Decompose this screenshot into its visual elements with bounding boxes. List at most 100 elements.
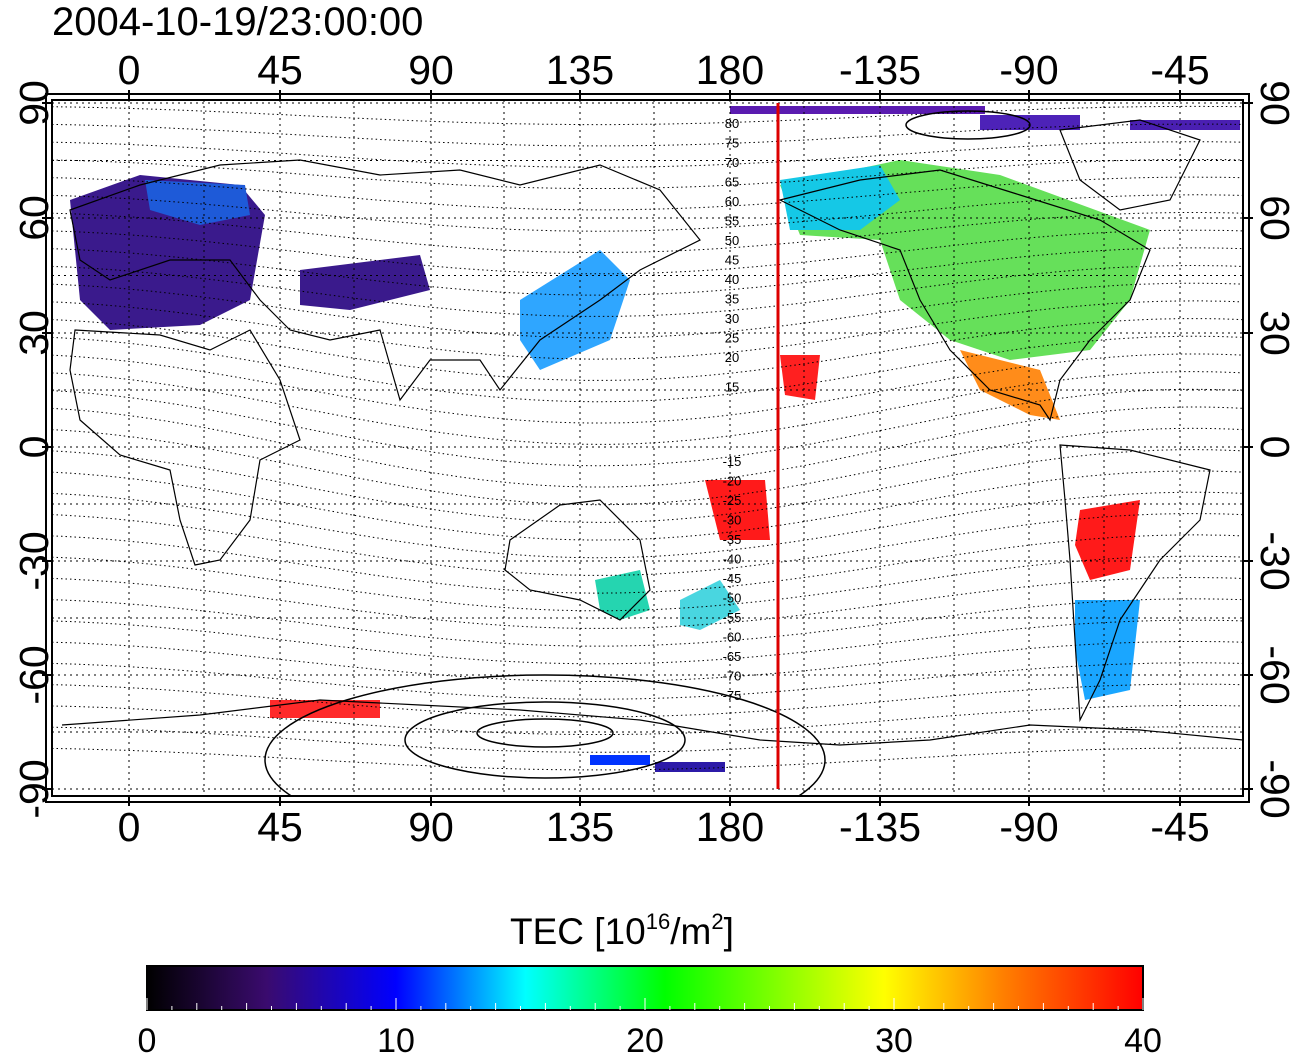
- contour-label-south-8: -55: [723, 610, 742, 625]
- europe-blue-patch: [145, 180, 250, 225]
- contour-label-north-13: 15: [725, 380, 739, 395]
- contour-line-24: [52, 264, 1243, 317]
- contour-label-south-4: -35: [723, 532, 742, 547]
- x-label-top-1: 45: [257, 47, 303, 93]
- colorbar-title: TEC [1016/m2]: [510, 909, 734, 952]
- x-label-top-6: -90: [999, 47, 1058, 93]
- x-axis-labels-top: 0 45 90 135 180 -135 -90 -45: [118, 47, 1210, 93]
- contour-line-9: [52, 555, 1243, 612]
- mexico-patch: [960, 350, 1060, 420]
- x-label-bottom-2: 90: [408, 804, 454, 850]
- x-label-top-7: -45: [1150, 47, 1209, 93]
- y-label-right-2: 30: [1252, 310, 1292, 356]
- colorbar-tick-label-1: 10: [377, 1022, 415, 1057]
- tec-observation-patches: [70, 106, 1240, 772]
- y-label-left-3: 0: [11, 436, 57, 459]
- contour-line-6: [52, 619, 1243, 665]
- contour-line-30: [52, 159, 1243, 189]
- colorbar-tick-label-3: 30: [875, 1022, 913, 1057]
- contour-label-north-10: 30: [725, 311, 739, 326]
- y-label-right-4: -30: [1252, 531, 1292, 590]
- y-axis-labels-right: 90 60 30 0 -30 -60 -90: [1252, 80, 1292, 818]
- contour-line-31: [52, 141, 1243, 168]
- contour-line-7: [52, 598, 1243, 647]
- contour-line-4: [52, 662, 1243, 700]
- y-label-right-1: 60: [1252, 195, 1292, 241]
- australia-patch: [595, 570, 650, 620]
- coastline-north-america: [778, 169, 1151, 422]
- antarctic-patch-2: [655, 762, 725, 772]
- contour-label-north-5: 55: [725, 214, 739, 229]
- contour-label-south-10: -65: [723, 649, 742, 664]
- contour-line-22: [52, 300, 1243, 360]
- contour-label-north-4: 60: [725, 194, 739, 209]
- coastline-south-america: [1059, 444, 1211, 723]
- y-axis-labels-left: 90 60 30 0 -30 -60 -90: [11, 80, 57, 818]
- y-label-right-0: 90: [1252, 80, 1292, 126]
- y-label-left-0: 90: [11, 80, 57, 126]
- map-timestamp-title: 2004-10-19/23:00:00: [52, 0, 424, 44]
- x-label-bottom-1: 45: [257, 804, 303, 850]
- contour-line-13: [52, 470, 1243, 541]
- contour-line-26: [52, 229, 1243, 275]
- contour-label-south-0: -15: [723, 454, 742, 469]
- y-label-right-6: -90: [1252, 759, 1292, 818]
- contour-label-north-3: 65: [725, 175, 739, 190]
- contour-label-south-5: -40: [723, 552, 742, 567]
- contour-line-20: [52, 335, 1243, 403]
- contour-line-0: [52, 747, 1243, 771]
- contour-line-2: [52, 705, 1243, 735]
- x-label-top-3: 135: [546, 47, 614, 93]
- y-label-left-5: -60: [11, 645, 57, 704]
- contour-line-27: [52, 212, 1243, 253]
- contour-label-south-6: -45: [723, 571, 742, 586]
- contour-label-south-9: -60: [723, 630, 742, 645]
- coastlines: [61, 119, 1243, 746]
- contour-line-1: [52, 726, 1243, 753]
- contour-line-21: [52, 318, 1243, 381]
- contour-line-29: [52, 176, 1243, 211]
- contour-label-north-11: 25: [725, 331, 739, 346]
- contour-label-north-9: 35: [725, 292, 739, 307]
- colorbar-title-mid: /m: [670, 911, 711, 952]
- contour-label-north-12: 20: [725, 350, 739, 365]
- x-label-bottom-7: -45: [1150, 804, 1209, 850]
- contour-line-19: [52, 353, 1243, 424]
- contour-label-north-6: 50: [725, 233, 739, 248]
- contour-label-north-1: 75: [725, 136, 739, 151]
- south-pole-contour-outer: [264, 674, 826, 796]
- contour-label-south-1: -20: [723, 474, 742, 489]
- contour-line-10: [52, 534, 1243, 594]
- colorbar-tick-label-2: 20: [626, 1022, 664, 1057]
- japan-patch: [520, 250, 630, 370]
- y-label-left-4: -30: [11, 531, 57, 590]
- x-label-top-4: 180: [696, 47, 764, 93]
- arctic-patch-2: [980, 115, 1080, 130]
- outer-frame: [45, 93, 1250, 803]
- antarctic-patch-3: [590, 755, 650, 765]
- contour-line-12: [52, 491, 1243, 559]
- hawaii-patch: [780, 355, 820, 400]
- coastline-australia: [504, 499, 651, 621]
- colorbar-title-sup1: 16: [646, 909, 670, 934]
- contour-line-5: [52, 641, 1243, 682]
- contour-line-28: [52, 194, 1243, 232]
- contour-label-north-7: 45: [725, 253, 739, 268]
- contour-line-33: [52, 105, 1243, 126]
- colorbar-title-end: ]: [724, 911, 734, 952]
- south-pole-contour-inner: [476, 718, 614, 748]
- x-label-bottom-0: 0: [118, 804, 141, 850]
- contour-label-south-7: -50: [723, 591, 742, 606]
- contour-label-south-2: -25: [723, 493, 742, 508]
- x-label-top-5: -135: [839, 47, 921, 93]
- south-pole-contour-middle: [404, 701, 686, 779]
- colorbar-ticks: 0 10 20 30 40: [138, 998, 1162, 1057]
- alaska-patch: [780, 165, 900, 230]
- contour-label-south-12: -75: [723, 688, 742, 703]
- magnetic-latitude-contours: [52, 105, 1243, 796]
- colorbar-tick-label-4: 40: [1124, 1022, 1162, 1057]
- north-pole-contour: [905, 110, 1031, 140]
- contour-label-south-3: -30: [723, 513, 742, 528]
